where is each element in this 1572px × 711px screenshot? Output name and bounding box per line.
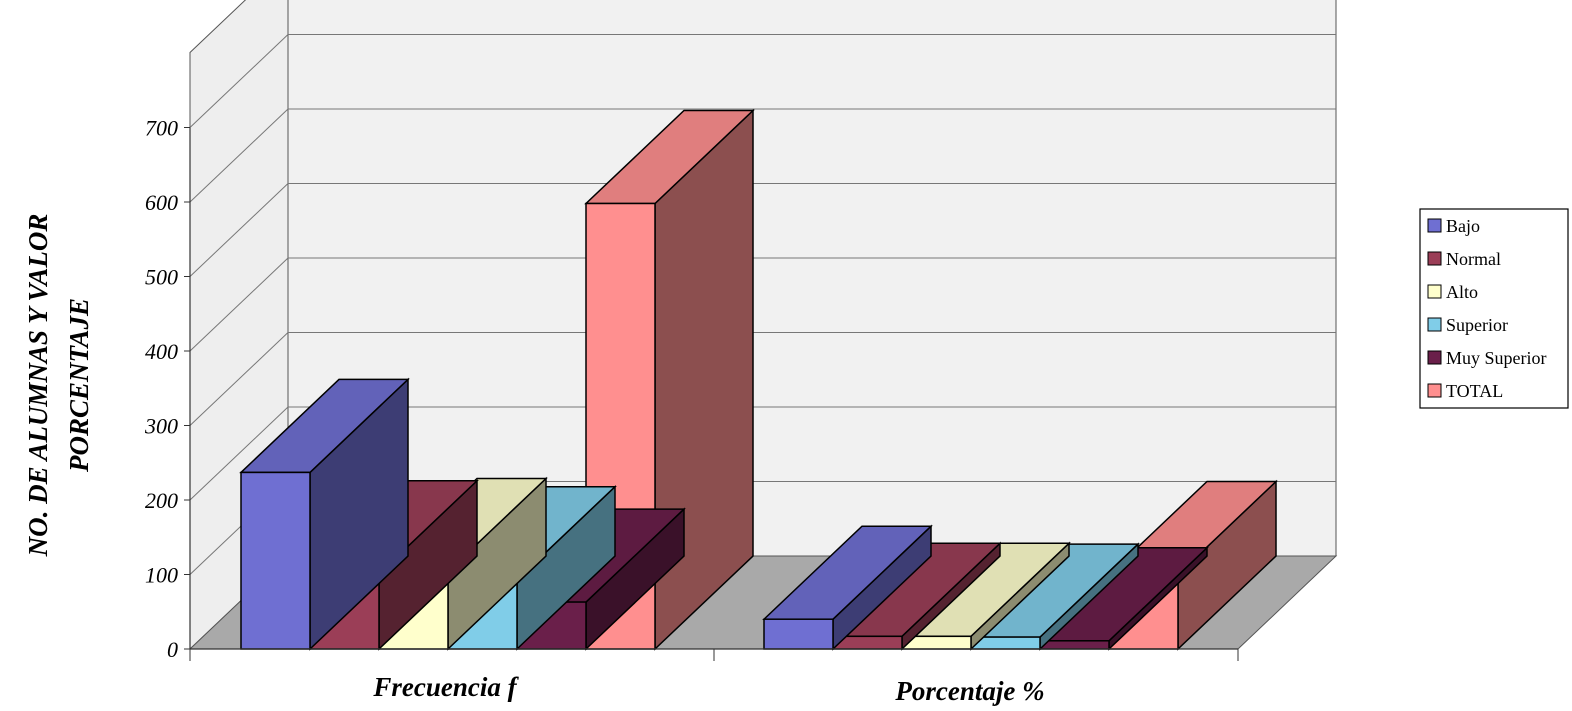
gridline-side [189,332,289,426]
legend-swatch [1427,284,1442,299]
gridline-side [189,406,289,501]
gridlines [189,34,1336,575]
legend-swatch [1427,317,1442,332]
legend-swatch [1427,350,1442,365]
legend-label: Alto [1446,282,1478,302]
legend-swatch [1427,383,1442,398]
legend-label: Superior [1446,315,1508,335]
legend-label: Muy Superior [1446,348,1547,368]
category-label-frecuencia: Frecuencia f [372,672,519,702]
legend-label: Normal [1446,249,1501,269]
gridline-side [189,34,289,128]
y-tick-label: 300 [144,414,178,439]
category-label-porcentaje: Porcentaje % [894,676,1044,706]
legend-swatch [1427,251,1442,266]
y-tick-label: 100 [145,563,178,588]
legend-label: Bajo [1446,216,1480,236]
gridline-side [189,257,289,352]
y-tick-label: 700 [145,116,178,141]
bar-normal-porcentaje [831,541,1002,651]
bar-bajo-porcentaje [762,524,933,651]
y-tick-label: 500 [145,265,178,290]
y-tick-label: 200 [145,488,178,513]
axes: 0 100 200 300 400 500 600 700 [144,116,1239,662]
y-tick-label: 600 [145,190,178,215]
legend-swatch [1427,218,1442,233]
back-wall [287,0,1337,557]
legend: Bajo Normal Alto Superior Muy Superior TOTAL [1419,208,1569,409]
gridline-side [189,108,289,203]
y-axis-label-line-1: NO. DE ALUMNAS Y VALOR [23,214,53,558]
y-tick-label: 0 [167,637,178,662]
y-tick-label: 400 [145,339,178,364]
gridline-side [189,183,289,277]
bar-bajo-frecuencia [239,377,410,651]
bars [239,108,1278,651]
legend-label: TOTAL [1446,381,1503,401]
y-axis-label-line-2: PORCENTAJE [64,298,94,473]
